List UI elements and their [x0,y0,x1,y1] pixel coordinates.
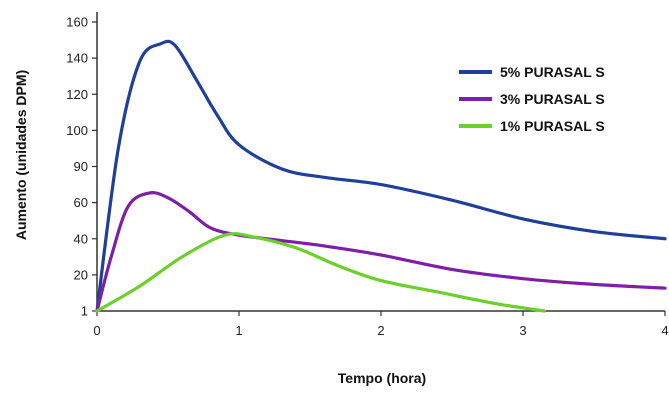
series-line-3pct-purasal-s [95,191,667,313]
series-layer [95,39,667,313]
x-tick-label: 2 [377,323,384,338]
legend: 5% PURASAL S 3% PURASAL S 1% PURASAL S [459,64,605,134]
y-tick-label: 1 [81,304,88,319]
y-tick-label: 40 [74,231,88,246]
y-tick-label: 140 [66,51,88,66]
legend-label-1pct-purasal-s: 1% PURASAL S [500,118,605,134]
series-line-5pct-purasal-s [95,39,667,313]
y-tick-label: 100 [66,123,88,138]
x-axis-title: Tempo (hora) [338,370,426,386]
series-line-1pct-purasal-s [95,232,546,313]
legend-label-5pct-purasal-s: 5% PURASAL S [500,64,605,80]
y-tick-label: 20 [74,267,88,282]
x-tick-label: 3 [519,323,526,338]
y-tick-label: 90 [74,159,88,174]
legend-label-3pct-purasal-s: 3% PURASAL S [500,91,605,107]
x-tick-label: 1 [235,323,242,338]
y-tick-label: 160 [66,15,88,30]
x-tick-label: 0 [93,323,100,338]
x-tick-label: 4 [661,323,668,338]
y-axis-title: Aumento (unidades DPM) [13,70,29,240]
y-tick-label: 120 [66,87,88,102]
y-tick-label: 60 [74,195,88,210]
